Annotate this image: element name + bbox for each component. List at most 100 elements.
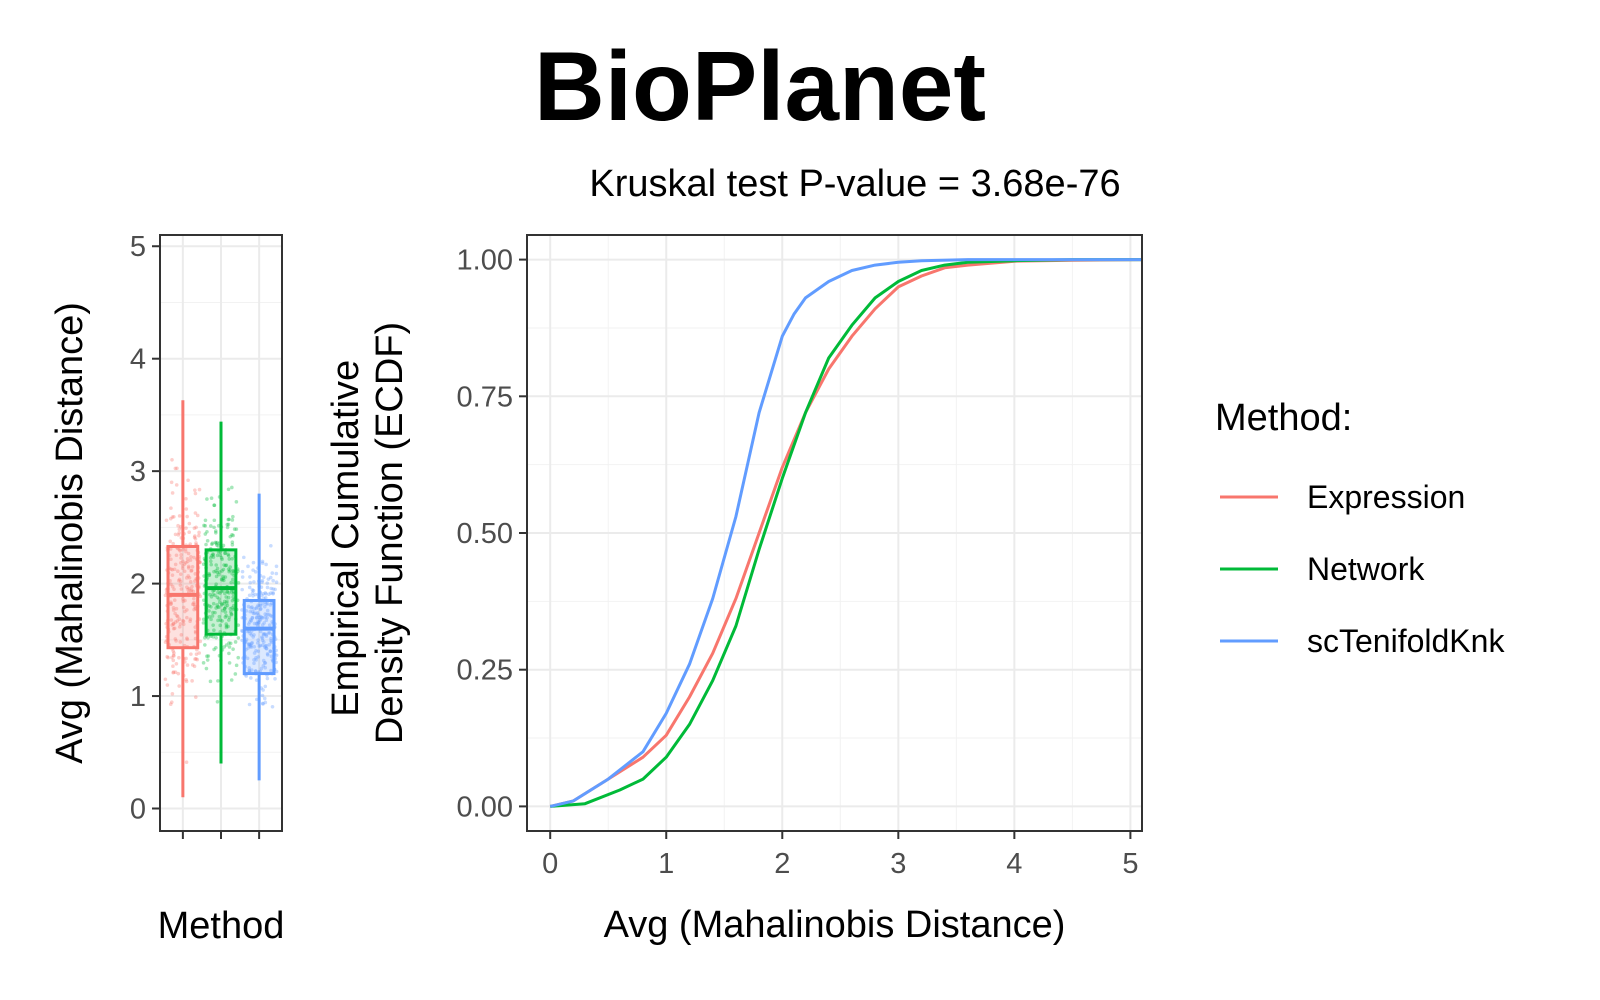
jitter-point: [229, 590, 234, 594]
jitter-point: [219, 589, 224, 594]
jitter-point: [170, 655, 174, 660]
jitter-point: [257, 617, 262, 622]
jitter-point: [188, 542, 193, 546]
jitter-point: [223, 615, 228, 619]
box-scTenifoldKnk: [242, 493, 276, 781]
jitter-point: [240, 575, 245, 579]
jitter-point: [177, 684, 181, 688]
jitter-point: [222, 601, 226, 606]
jitter-point: [170, 457, 174, 462]
jitter-point: [195, 513, 200, 518]
jitter-point: [234, 663, 239, 668]
jitter-point: [172, 598, 177, 602]
jitter-point: [193, 537, 198, 541]
jitter-point: [184, 560, 188, 565]
jitter-point: [230, 606, 234, 610]
jitter-point: [220, 557, 224, 562]
jitter-point: [187, 530, 191, 535]
jitter-point: [255, 605, 259, 609]
jitter-point: [249, 606, 253, 610]
jitter-point: [173, 611, 177, 616]
jitter-point: [210, 553, 214, 558]
jitter-point: [194, 657, 198, 661]
jitter-point: [259, 666, 264, 671]
jitter-point: [179, 561, 183, 565]
jitter-point: [192, 602, 196, 607]
jitter-point: [266, 577, 271, 581]
jitter-point: [230, 557, 235, 561]
jitter-point: [236, 655, 241, 660]
jitter-point: [173, 637, 178, 641]
jitter-point: [184, 526, 188, 530]
jitter-point: [249, 619, 254, 623]
jitter-point: [186, 564, 191, 569]
jitter-point: [210, 542, 214, 547]
jitter-point: [186, 478, 190, 483]
jitter-point: [249, 643, 253, 648]
jitter-point: [219, 555, 224, 560]
jitter-point: [220, 619, 224, 623]
jitter-point: [190, 679, 194, 683]
jitter-point: [178, 549, 182, 553]
jitter-point: [208, 592, 212, 597]
jitter-point: [250, 615, 255, 620]
jitter-point: [177, 655, 181, 660]
jitter-point: [184, 549, 188, 554]
box-Network: [204, 421, 238, 764]
jitter-point: [269, 640, 274, 645]
jitter-point: [232, 527, 237, 531]
legend-item-Expression: Expression: [1220, 479, 1465, 515]
jitter-point: [185, 615, 189, 620]
jitter-point: [260, 636, 265, 640]
jitter-point: [251, 588, 256, 593]
jitter-point: [252, 607, 256, 611]
jitter-point: [171, 649, 176, 653]
jitter-point: [168, 539, 173, 544]
jitter-point: [262, 696, 267, 701]
jitter-point: [225, 590, 230, 594]
jitter-point: [196, 533, 201, 538]
jitter-point: [212, 503, 216, 508]
jitter-point: [228, 641, 233, 646]
jitter-point: [185, 514, 189, 519]
jitter-point: [203, 518, 208, 523]
jitter-point: [217, 597, 221, 601]
jitter-point: [183, 609, 187, 614]
jitter-point: [263, 700, 268, 705]
jitter-point: [247, 668, 252, 673]
jitter-point: [214, 645, 218, 650]
jitter-point: [264, 562, 268, 567]
jitter-point: [211, 555, 216, 559]
jitter-point: [267, 623, 272, 627]
jitter-point: [269, 543, 273, 548]
jitter-point: [168, 702, 173, 707]
jitter-point: [209, 604, 213, 609]
jitter-point: [242, 555, 246, 560]
jitter-point: [246, 642, 251, 647]
jitter-point: [186, 574, 191, 578]
jitter-point: [222, 591, 227, 596]
jitter-point: [267, 592, 271, 597]
jitter-point: [261, 632, 266, 637]
jitter-point: [211, 552, 215, 556]
jitter-point: [247, 666, 252, 670]
ecdf-y-axis-label-line-2: Density Function (ECDF): [369, 322, 411, 744]
jitter-point: [181, 547, 185, 552]
jitter-point: [215, 605, 220, 609]
jitter-point: [225, 601, 229, 605]
jitter-point: [255, 611, 260, 615]
jitter-point: [227, 557, 232, 561]
jitter-point: [263, 595, 268, 600]
jitter-point: [259, 615, 264, 620]
jitter-point: [175, 619, 180, 623]
jitter-point: [227, 651, 231, 656]
jitter-point: [193, 491, 198, 496]
jitter-point: [174, 639, 178, 643]
jitter-point: [177, 625, 182, 629]
jitter-point: [193, 695, 198, 699]
jitter-point: [233, 640, 238, 644]
jitter-point: [245, 656, 250, 661]
jitter-point: [263, 645, 267, 649]
jitter-point: [223, 605, 228, 609]
jitter-point: [255, 615, 259, 620]
